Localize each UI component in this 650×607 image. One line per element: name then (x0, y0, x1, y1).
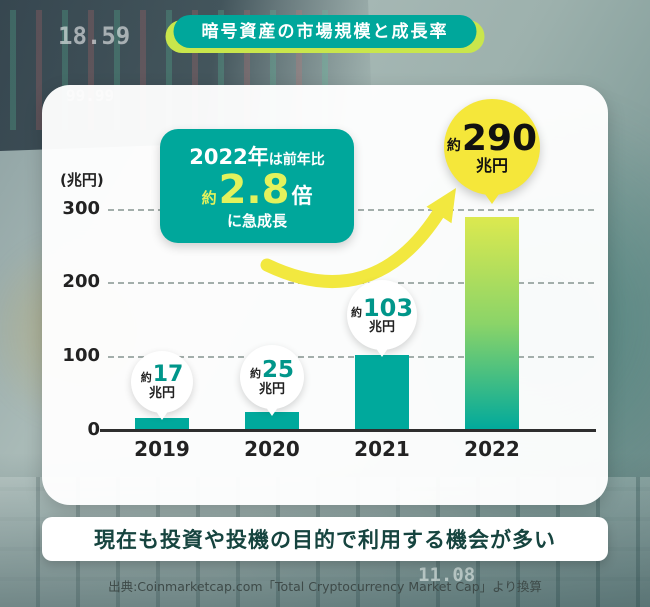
bg-number: 18.59 (58, 22, 131, 50)
value-number: 103 (362, 294, 414, 322)
badge-pill: 暗号資産の市場規模と成長率 (173, 15, 477, 48)
bar-2019 (135, 417, 189, 430)
value-number: 17 (152, 362, 184, 387)
bubble-value-row: 約 25 (249, 356, 294, 383)
value-number: 290 (461, 117, 538, 159)
chart-card: (兆円) 300 200 100 0 2019 2020 2021 2022 約… (42, 85, 608, 505)
category-label-2019: 2019 (134, 437, 190, 461)
callout-times: 倍 (291, 184, 313, 208)
approx-label: 約 (350, 306, 362, 319)
bar-2020 (245, 411, 299, 430)
message-text: 現在も投資や投機の目的で利用する機会が多い (94, 528, 556, 552)
callout-line3: に急成長 (226, 212, 287, 230)
growth-callout: 2022年は前年比 約 2.8 倍 に急成長 (160, 129, 354, 243)
callout-year: 2022年 (189, 145, 269, 169)
y-tick-100: 100 (62, 345, 100, 366)
category-label-2021: 2021 (354, 437, 410, 461)
bubble-tail (153, 407, 171, 420)
callout-line1: 2022年は前年比 (189, 141, 324, 171)
y-tick-0: 0 (87, 419, 100, 440)
y-tick-300: 300 (62, 198, 100, 219)
category-label-2020: 2020 (244, 437, 300, 461)
bubble-tail (263, 403, 281, 416)
value-bubble-2019: 約 17 兆円 (131, 351, 193, 420)
unit-suffix: 兆円 (475, 155, 508, 175)
source-note: 出典:Coinmarketcap.com「Total Cryptocurrenc… (108, 579, 542, 594)
callout-multiplier: 2.8 (218, 167, 290, 213)
title-badge: 暗号資産の市場規模と成長率 (165, 15, 485, 53)
value-bubble-2021: 約 103 兆円 (347, 280, 417, 357)
callout-line2: 約 2.8 倍 (202, 169, 313, 211)
value-bubble-2022: 約 290 兆円 (444, 99, 540, 204)
bubble-value-row: 約 290 (446, 117, 538, 159)
unit-suffix: 兆円 (148, 386, 175, 401)
approx-label: 約 (446, 137, 461, 154)
bubble-value-row: 約 103 (351, 296, 413, 320)
badge-label: 暗号資産の市場規模と成長率 (201, 22, 449, 42)
x-axis-line (100, 429, 596, 432)
bg-number: 11.08 (418, 564, 476, 586)
bubble-tail (373, 344, 391, 357)
unit-suffix: 兆円 (368, 320, 395, 335)
bar-2021 (355, 354, 409, 430)
value-bubble-2020: 約 25 兆円 (240, 345, 304, 416)
y-tick-200: 200 (62, 271, 100, 292)
bubble-value-row: 約 17 (141, 364, 184, 386)
approx-label: 約 (249, 366, 261, 380)
callout-line1-rest: は前年比 (268, 152, 325, 168)
unit-suffix: 兆円 (258, 381, 285, 397)
bubble-circle: 約 25 兆円 (240, 345, 304, 409)
gridline-100 (108, 356, 594, 358)
approx-label: 約 (140, 371, 152, 384)
bubble-circle: 約 290 兆円 (444, 99, 540, 195)
bubble-circle: 約 17 兆円 (131, 351, 193, 413)
bar-2022 (465, 217, 519, 430)
category-label-2022: 2022 (464, 437, 520, 461)
bubble-tail (480, 187, 504, 204)
message-bar: 現在も投資や投機の目的で利用する機会が多い (42, 517, 608, 561)
y-axis-unit-label: (兆円) (60, 171, 104, 189)
bubble-circle: 約 103 兆円 (347, 280, 417, 350)
callout-approx: 約 (201, 189, 217, 207)
value-number: 25 (261, 356, 294, 383)
